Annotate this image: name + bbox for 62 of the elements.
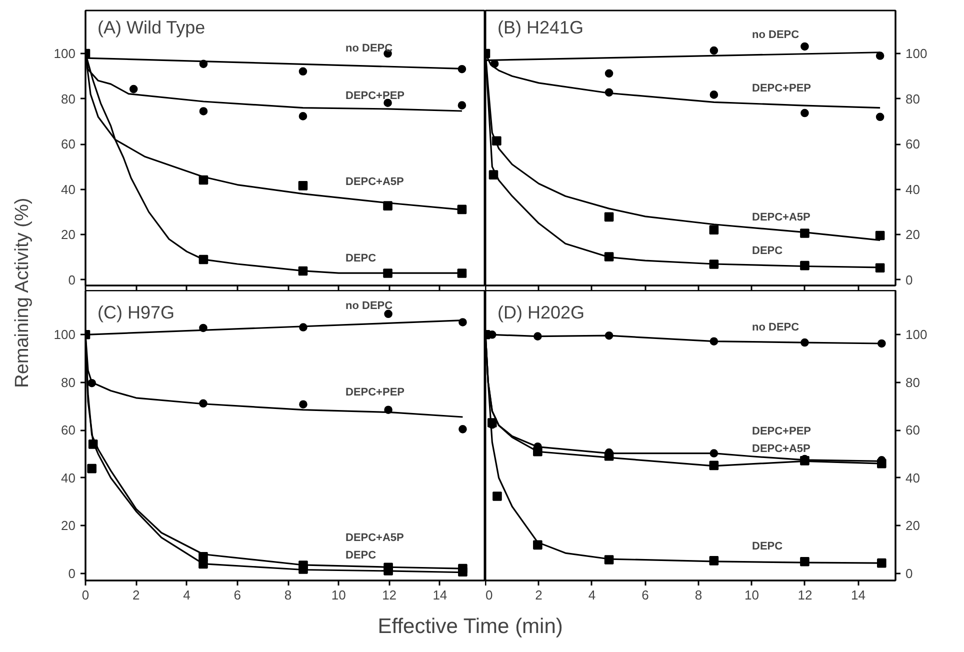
y-tick-label: 60	[61, 422, 76, 438]
text: DEPC+A5P	[346, 532, 404, 544]
x-tick-label: 10	[331, 588, 346, 602]
y-tick-label: 80	[61, 374, 76, 390]
y-tick-label: 100	[54, 46, 76, 62]
y-tick-label: 0	[68, 566, 76, 581]
text: (C) H97G	[98, 302, 175, 322]
x-tick-label: 12	[382, 588, 397, 602]
y-tick-label: 20	[906, 518, 920, 534]
series-label: DEPC+A5P	[752, 211, 810, 224]
x-tick-label: 2	[535, 588, 542, 602]
series-label: DEPC+A5P	[346, 176, 404, 188]
y-tick-label: 40	[61, 470, 76, 486]
x-tick-label: 0	[82, 588, 90, 602]
series-label: DEPC	[346, 252, 376, 264]
x-tick-label: 6	[234, 588, 242, 602]
y-tick-label: 20	[61, 518, 76, 534]
y-tick-label: 0	[68, 272, 76, 288]
y-tick-label: 100	[54, 327, 76, 342]
chart-title: (A) Wild Type	[98, 18, 206, 38]
y-tick-label: 40	[61, 182, 76, 197]
text: (D) H202G	[498, 302, 585, 322]
series-label: DEPC+PEP	[346, 90, 404, 102]
series-label: DEPC+PEP	[752, 82, 811, 95]
y-tick-label: 80	[906, 374, 920, 390]
series-label: DEPC	[346, 549, 376, 562]
y-tick-label: 40	[906, 182, 920, 197]
series-label: DEPC+PEP	[346, 386, 404, 399]
y-tick-label: 0	[906, 566, 913, 581]
x-tick-label: 10	[744, 588, 759, 602]
x-tick-label: 12	[798, 588, 812, 602]
y-tick-label: 20	[61, 227, 76, 242]
x-tick-label: 8	[694, 588, 702, 602]
series-label: DEPC+PEP	[752, 426, 811, 438]
series-label: no DEPC	[752, 321, 800, 334]
y-tick-label: 20	[906, 227, 920, 242]
x-tick-label: 2	[132, 588, 140, 602]
x-tick-label: 14	[850, 588, 866, 602]
y-tick-label: 60	[906, 422, 920, 438]
x-tick-label: 0	[486, 588, 493, 602]
x-tick-label: 6	[642, 588, 649, 602]
y-tick-label: 60	[906, 136, 920, 152]
y-tick-label: 100	[906, 46, 928, 62]
series-label: DEPC	[752, 540, 783, 553]
series-label: DEPC+A5P	[752, 442, 810, 455]
y-tick-label: 40	[906, 470, 920, 486]
x-tick-label: 4	[588, 588, 596, 602]
chart-title: (B) H241G	[498, 18, 584, 38]
y-tick-label: 80	[906, 91, 920, 106]
y-tick-label: 60	[61, 136, 76, 152]
series-label: DEPC	[752, 245, 783, 258]
y-tick-label: 0	[906, 272, 913, 288]
x-tick-label: 14	[432, 588, 448, 602]
x-tick-label: 4	[183, 588, 190, 602]
x-axis-title: Effective Time (min)	[378, 615, 563, 638]
y-tick-label: 100	[906, 327, 928, 342]
x-tick-label: 8	[284, 588, 292, 602]
y-tick-label: 80	[61, 91, 76, 106]
series-label: no DEPC	[752, 29, 800, 42]
series-label: no DEPC	[346, 300, 393, 312]
series-label: no DEPC	[346, 42, 393, 55]
y-axis-title: Remaining Activity (%)	[12, 198, 33, 388]
